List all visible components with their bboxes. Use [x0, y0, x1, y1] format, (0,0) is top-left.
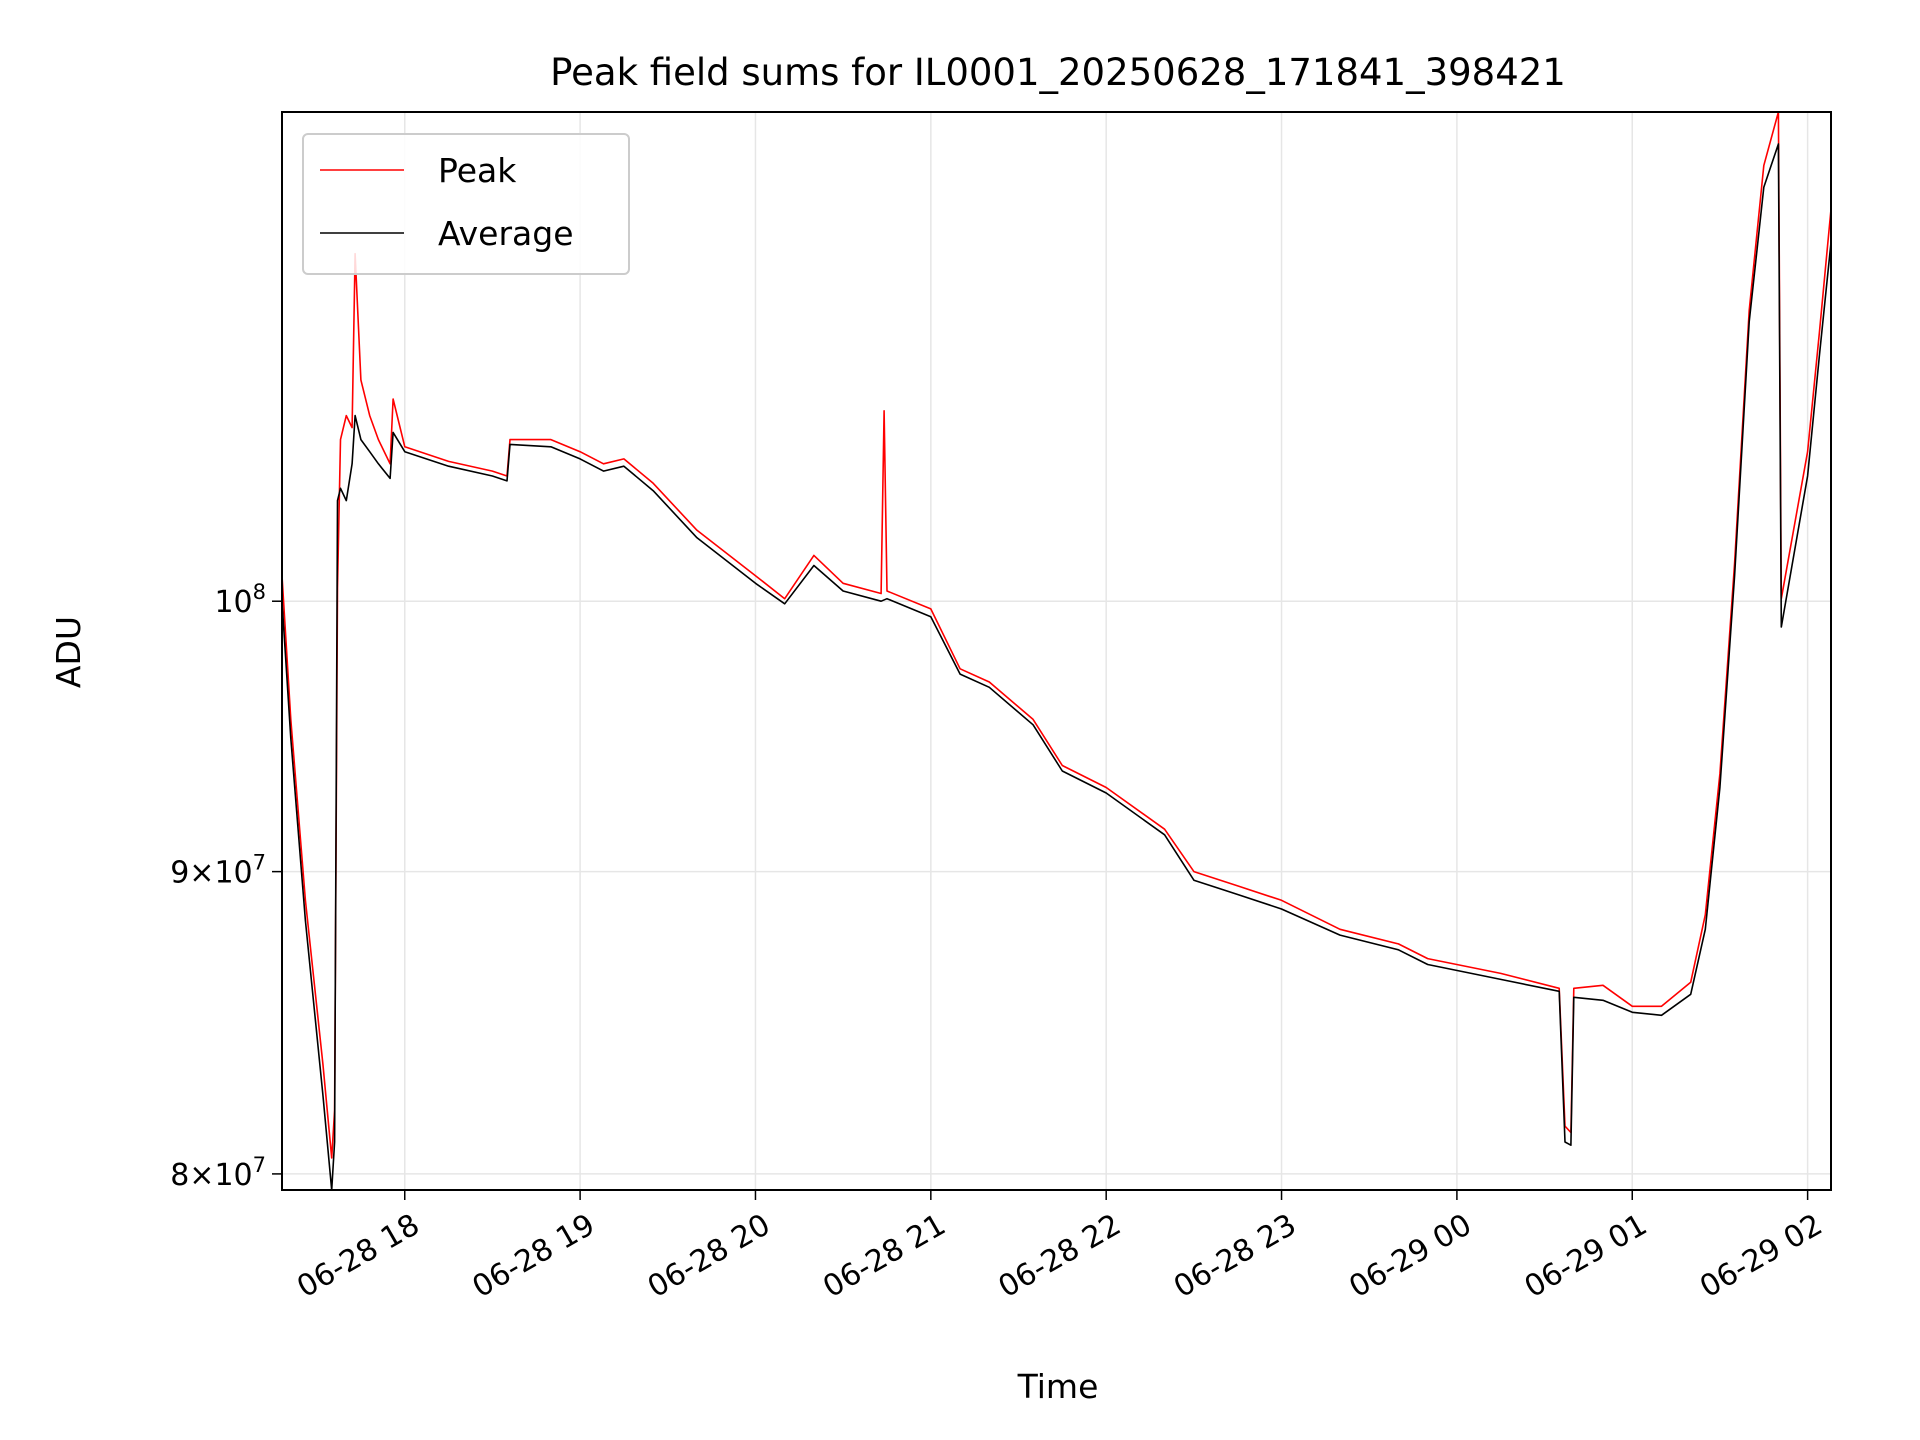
- series-line-average: [282, 143, 1831, 1190]
- y-tick-label: 108: [214, 580, 266, 620]
- x-tick-label: 06-28 22: [993, 1207, 1127, 1305]
- y-tick-label: 9×107: [170, 851, 266, 891]
- x-tick-label: 06-28 18: [291, 1207, 425, 1305]
- legend-box: [302, 133, 630, 275]
- legend-label-peak: Peak: [438, 151, 517, 190]
- legend-label-average: Average: [438, 214, 574, 253]
- x-tick-label: 06-28 20: [642, 1207, 776, 1305]
- plot-frame: [281, 111, 1832, 1191]
- chart-title: Peak field sums for IL0001_20250628_1718…: [550, 51, 1566, 94]
- series-line-peak: [282, 112, 1831, 1159]
- y-axis-label: ADU: [49, 616, 88, 688]
- x-axis-label: Time: [1017, 1367, 1099, 1406]
- x-tick-label: 06-28 19: [467, 1207, 601, 1305]
- y-tick-label: 8×107: [170, 1153, 266, 1193]
- legend: Peak Average: [302, 133, 630, 275]
- x-tick-label: 06-28 23: [1168, 1207, 1302, 1305]
- x-tick-label: 06-28 21: [817, 1207, 951, 1305]
- x-tick-label: 06-29 00: [1343, 1207, 1477, 1305]
- grid-lines: [282, 112, 1831, 1190]
- x-axis-ticks: 06-28 18 06-28 19 06-28 20 06-28 21 06-28 22…: [291, 1190, 1828, 1305]
- x-tick-label: 06-29 01: [1519, 1207, 1653, 1305]
- series-layer: [282, 112, 1831, 1190]
- y-axis-ticks: 8×107 9×107 108: [170, 580, 282, 1193]
- x-tick-label: 06-29 02: [1694, 1207, 1828, 1305]
